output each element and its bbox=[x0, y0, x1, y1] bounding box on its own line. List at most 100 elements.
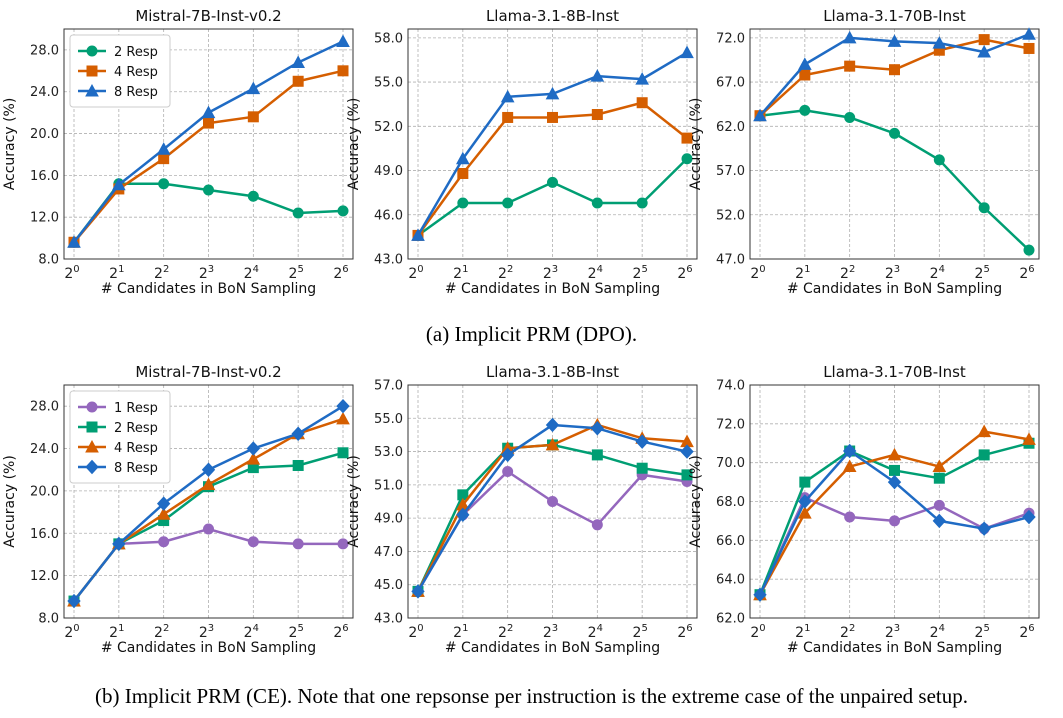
data-point bbox=[292, 538, 304, 550]
data-point bbox=[547, 111, 558, 123]
data-point bbox=[799, 104, 811, 116]
x-tick-label: 20 bbox=[750, 623, 765, 641]
data-point bbox=[681, 469, 693, 481]
x-tick-label: 23 bbox=[885, 264, 900, 282]
data-point bbox=[292, 75, 304, 87]
y-axis-label: Accuracy (%) bbox=[2, 455, 18, 548]
legend-marker bbox=[85, 439, 99, 453]
y-tick-label: 53.0 bbox=[374, 445, 403, 460]
chart-title: Mistral-7B-Inst-v0.2 bbox=[135, 363, 281, 381]
x-tick-label: 25 bbox=[975, 264, 990, 282]
x-tick-label: 23 bbox=[543, 623, 558, 641]
data-point bbox=[502, 466, 514, 478]
data-point bbox=[158, 178, 170, 190]
data-point bbox=[111, 177, 126, 191]
data-point bbox=[246, 452, 261, 465]
x-axis-label: # Candidates in BoN Sampling bbox=[445, 281, 660, 297]
data-point bbox=[797, 506, 812, 519]
chart-panel-4: 8.0 12.0 16.0 20.0 24.0 28.0 20 21 22 23 24 25 26 Mis… bbox=[2, 363, 354, 656]
x-tick-label: 21 bbox=[453, 264, 468, 282]
y-tick-label: 72.0 bbox=[716, 31, 745, 46]
data-point bbox=[591, 519, 603, 531]
data-point bbox=[680, 444, 694, 459]
y-tick-label: 57.0 bbox=[374, 379, 403, 394]
x-tick-label: 24 bbox=[930, 623, 945, 641]
legend-label: 1 Resp bbox=[114, 401, 158, 416]
data-point bbox=[844, 111, 856, 123]
y-tick-label: 55.0 bbox=[374, 412, 403, 427]
data-point bbox=[842, 459, 857, 473]
data-point bbox=[292, 459, 304, 471]
data-point bbox=[67, 593, 81, 609]
y-tick-label: 62.0 bbox=[716, 120, 745, 135]
x-tick-label: 22 bbox=[154, 623, 169, 641]
data-point bbox=[291, 426, 305, 441]
data-point bbox=[201, 105, 216, 119]
x-tick-label: 26 bbox=[333, 264, 348, 282]
x-tick-label: 24 bbox=[588, 623, 603, 641]
legend-label: 4 Resp bbox=[114, 65, 158, 80]
data-point bbox=[887, 34, 902, 47]
data-point bbox=[933, 472, 945, 484]
series-8-resp bbox=[753, 27, 1036, 122]
legend: 1 Resp 2 Resp 4 Resp 8 Resp bbox=[69, 390, 171, 484]
data-point bbox=[977, 521, 991, 536]
x-tick-label: 22 bbox=[840, 264, 855, 282]
data-point bbox=[977, 44, 992, 58]
y-tick-label: 68.0 bbox=[716, 495, 745, 510]
data-point bbox=[337, 205, 349, 217]
data-point bbox=[545, 417, 560, 433]
y-tick-label: 47.0 bbox=[374, 545, 403, 560]
y-tick-label: 24.0 bbox=[30, 85, 59, 100]
y-tick-label: 16.0 bbox=[30, 169, 59, 184]
data-point bbox=[978, 202, 990, 214]
data-point bbox=[1022, 27, 1036, 40]
chart-panel-6: 62.0 64.0 66.0 68.0 70.0 72.0 74.0 20 21 22 23 24 25… bbox=[688, 363, 1040, 656]
x-tick-label: 22 bbox=[154, 264, 169, 282]
data-point bbox=[291, 55, 306, 68]
data-point bbox=[456, 507, 470, 523]
data-point bbox=[457, 167, 469, 179]
legend-marker bbox=[86, 421, 98, 433]
chart-title: Llama-3.1-8B-Inst bbox=[486, 7, 619, 25]
chart-panel-5: 43.0 45.0 47.0 49.0 51.0 53.0 55.0 57.0 20 21 22 23… bbox=[346, 363, 698, 656]
x-tick-label: 25 bbox=[289, 264, 304, 282]
data-point bbox=[842, 443, 857, 459]
caption-dpo: (a) Implicit PRM (DPO). bbox=[425, 322, 638, 346]
y-tick-label: 20.0 bbox=[30, 127, 59, 142]
legend-label: 2 Resp bbox=[114, 421, 158, 436]
x-axis-label: # Candidates in BoN Sampling bbox=[445, 640, 660, 656]
data-point bbox=[933, 154, 945, 166]
series-4-resp bbox=[754, 34, 1035, 122]
y-tick-label: 74.0 bbox=[716, 379, 745, 394]
data-point bbox=[112, 536, 126, 552]
x-tick-label: 26 bbox=[677, 623, 692, 641]
data-point bbox=[203, 184, 214, 196]
data-point bbox=[933, 499, 945, 511]
y-tick-label: 49.0 bbox=[374, 512, 403, 527]
data-point bbox=[889, 464, 900, 476]
data-point bbox=[591, 109, 603, 121]
y-tick-label: 52.0 bbox=[716, 208, 745, 223]
x-tick-label: 24 bbox=[244, 264, 259, 282]
data-point bbox=[842, 30, 857, 44]
data-point bbox=[978, 34, 990, 46]
plot-frame bbox=[749, 28, 1040, 260]
y-axis-label: Accuracy (%) bbox=[346, 98, 362, 191]
y-tick-label: 46.0 bbox=[374, 208, 403, 223]
data-point bbox=[753, 108, 767, 122]
y-tick-label: 62.0 bbox=[716, 612, 745, 627]
plot-frame bbox=[63, 28, 354, 260]
data-point bbox=[680, 45, 694, 59]
legend-marker bbox=[86, 401, 98, 413]
data-point bbox=[336, 398, 350, 414]
x-tick-label: 20 bbox=[408, 623, 423, 641]
y-tick-label: 16.0 bbox=[30, 527, 59, 542]
data-point bbox=[337, 65, 349, 77]
data-point bbox=[337, 538, 349, 550]
data-point bbox=[590, 69, 605, 82]
data-point bbox=[500, 447, 515, 463]
legend-marker bbox=[85, 459, 99, 475]
chart-panel-3: 47.0 52.0 57.0 62.0 67.0 72.0 20 21 22 23 24 25 26 Ll… bbox=[688, 7, 1040, 297]
